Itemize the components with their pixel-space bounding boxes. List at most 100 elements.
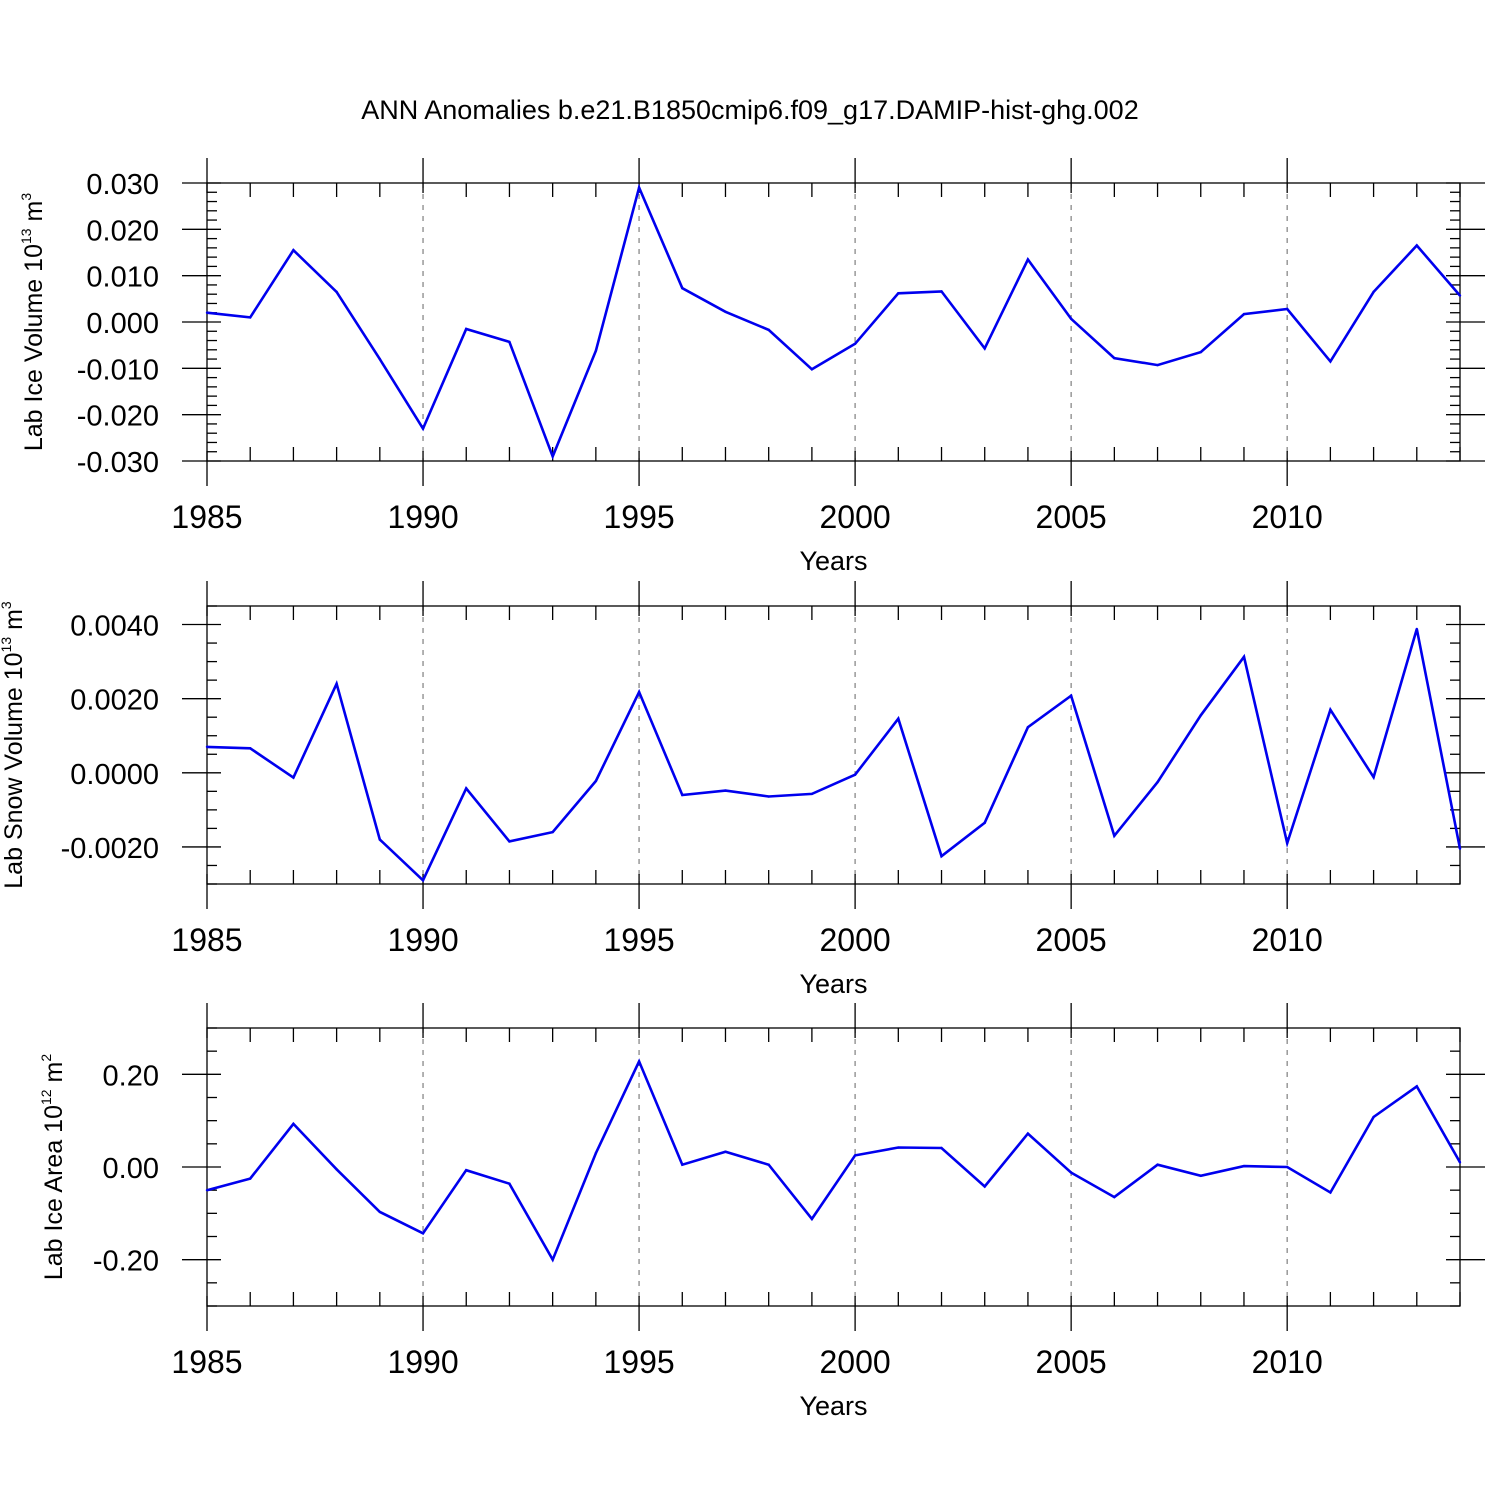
data-point (853, 773, 857, 776)
data-point (1242, 312, 1246, 316)
data-point (983, 821, 986, 825)
data-point (767, 795, 770, 798)
data-point (378, 1210, 382, 1214)
data-point (1199, 714, 1202, 717)
y-tick-label: 0.010 (86, 262, 159, 294)
y-axis-label: Lab Ice Volume 1013 m3 (18, 193, 48, 451)
data-point (1026, 726, 1030, 729)
data-point (681, 286, 684, 290)
plot-frame (206, 605, 1461, 885)
data-point (681, 793, 684, 797)
x-tick-label: 2005 (1036, 922, 1107, 958)
data-point (897, 1146, 900, 1149)
y-tick-label: 0.0000 (70, 759, 159, 791)
x-tick-label: 1985 (171, 499, 242, 535)
data-point (810, 368, 814, 371)
data-point (508, 340, 511, 344)
data-point (1372, 1115, 1375, 1119)
data-point (205, 1188, 209, 1192)
data-point (1199, 1174, 1202, 1178)
data-point (1069, 317, 1073, 320)
data-point (1113, 1195, 1116, 1199)
y-tick-label: -0.020 (77, 401, 159, 433)
data-point (594, 779, 598, 783)
data-point (551, 455, 554, 458)
y-tick-label: 0.00 (103, 1153, 159, 1185)
x-tick-label: 1990 (387, 1344, 458, 1380)
data-point (551, 1258, 554, 1261)
data-point (249, 747, 252, 750)
data-point (637, 186, 641, 189)
data-point (983, 347, 986, 350)
y-tick-label: 0.020 (86, 215, 159, 247)
data-point (1113, 356, 1116, 360)
data-point (1458, 847, 1462, 850)
x-tick-label: 2005 (1036, 1344, 1107, 1380)
x-tick-label: 1985 (171, 922, 242, 958)
x-axis-label: Years (799, 969, 867, 999)
data-point (205, 745, 209, 749)
chart-panel-3: -0.20 0.00 0.20 1985 1990 1995 2000 2005 2010 Yea… (38, 1003, 1485, 1421)
x-tick-label: 1995 (603, 922, 674, 958)
data-point (1242, 655, 1246, 658)
data-point (421, 427, 425, 430)
x-tick-label: 2000 (820, 1344, 891, 1380)
series-line (206, 183, 1461, 460)
y-tick-label: -0.030 (77, 447, 159, 479)
data-point (1156, 780, 1159, 784)
y-tick-label: -0.010 (77, 354, 159, 386)
data-point (1285, 307, 1289, 311)
x-tick-label: 1995 (603, 1344, 674, 1380)
y-tick-label: 0.20 (103, 1060, 159, 1092)
plot-frame (206, 182, 1461, 462)
data-point (1113, 834, 1116, 838)
data-point (1329, 1191, 1332, 1194)
data-point (335, 1168, 338, 1171)
data-point (1242, 1164, 1246, 1168)
chart-panel-1: -0.030 -0.020 -0.010 0.000 0.010 0.020 0.030 19… (18, 158, 1485, 576)
data-point (378, 838, 382, 841)
data-point (767, 328, 770, 332)
data-point (853, 342, 857, 345)
series-line (206, 1058, 1462, 1263)
data-point (1458, 1161, 1462, 1164)
data-point (465, 327, 468, 331)
x-tick-label: 2000 (820, 922, 891, 958)
y-axis-label: Lab Snow Volume 1013 m3 (0, 601, 28, 889)
data-point (940, 855, 943, 858)
data-point (421, 1232, 425, 1235)
x-axis-label: Years (799, 1391, 867, 1421)
x-tick-label: 2000 (820, 499, 891, 535)
data-point (378, 357, 382, 361)
y-tick-label: 0.030 (86, 169, 159, 201)
data-point (1415, 627, 1418, 631)
x-tick-label: 2010 (1252, 499, 1323, 535)
data-point (508, 840, 511, 843)
data-point (594, 349, 598, 352)
x-tick-label: 2005 (1036, 499, 1107, 535)
y-tick-label: -0.20 (93, 1246, 159, 1278)
data-point (637, 1060, 641, 1063)
data-point (983, 1185, 986, 1188)
data-point (249, 316, 252, 319)
x-tick-label: 1990 (387, 922, 458, 958)
data-point (681, 1163, 684, 1166)
data-point (724, 1150, 727, 1153)
data-point (508, 1182, 511, 1185)
x-tick-label: 1985 (171, 1344, 242, 1380)
data-point (551, 830, 554, 834)
data-point (594, 1151, 598, 1155)
x-tick-label: 1995 (603, 499, 674, 535)
y-tick-label: 0.0020 (70, 685, 159, 717)
y-tick-label: 0.000 (86, 308, 159, 340)
y-axis-label: Lab Ice Area 1012 m2 (38, 1054, 68, 1281)
data-point (1329, 708, 1332, 711)
data-point (465, 787, 468, 790)
data-point (421, 879, 425, 882)
data-point (1458, 294, 1462, 297)
data-point (1026, 1132, 1030, 1135)
y-tick-label: 0.0040 (70, 611, 159, 643)
data-point (1069, 1171, 1073, 1174)
data-point (292, 1122, 295, 1126)
